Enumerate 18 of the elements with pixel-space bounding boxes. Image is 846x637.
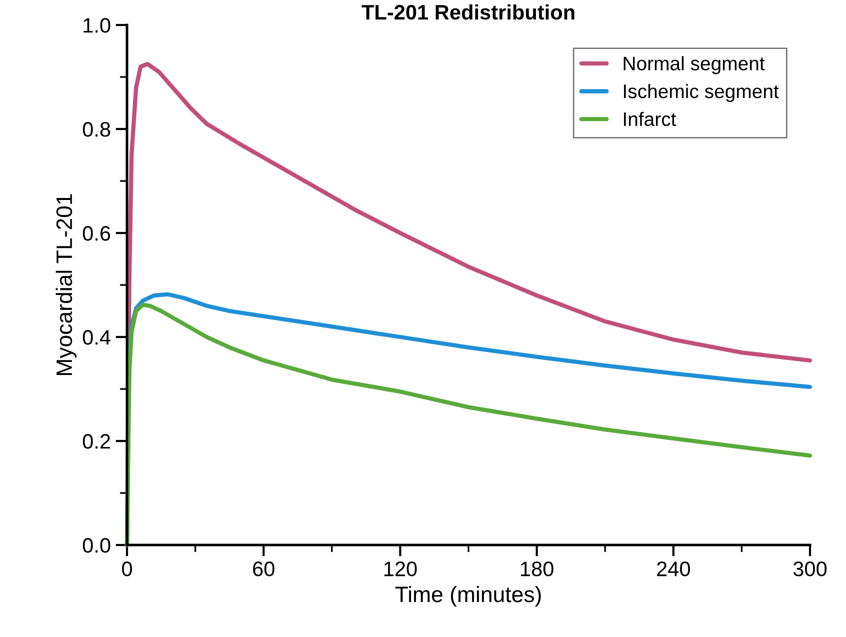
- legend-label: Normal segment: [624, 56, 765, 74]
- x-tick-label: 60: [253, 562, 274, 576]
- y-tick-label: 0.0: [82, 538, 110, 553]
- legend-label: Ischemic segment: [624, 84, 779, 102]
- y-tick-label: 0.6: [82, 226, 110, 241]
- x-tick-label: 240: [657, 562, 690, 576]
- x-tick-label: 120: [384, 562, 417, 576]
- y-tick-label: 0.4: [82, 330, 110, 345]
- x-tick-label: 180: [521, 562, 554, 576]
- legend-label: Infarct: [624, 112, 676, 126]
- y-axis-title: Myocardial TL-201: [56, 194, 77, 375]
- y-tick-label: 0.8: [82, 122, 110, 137]
- chart-title: TL-201 Redistribution: [362, 4, 574, 20]
- y-tick-label: 0.2: [82, 434, 110, 449]
- x-axis-title: Time (minutes): [395, 586, 541, 607]
- y-tick-label: 1.0: [84, 18, 110, 33]
- x-tick-label: 300: [793, 562, 827, 576]
- x-tick-label: 0: [122, 562, 132, 576]
